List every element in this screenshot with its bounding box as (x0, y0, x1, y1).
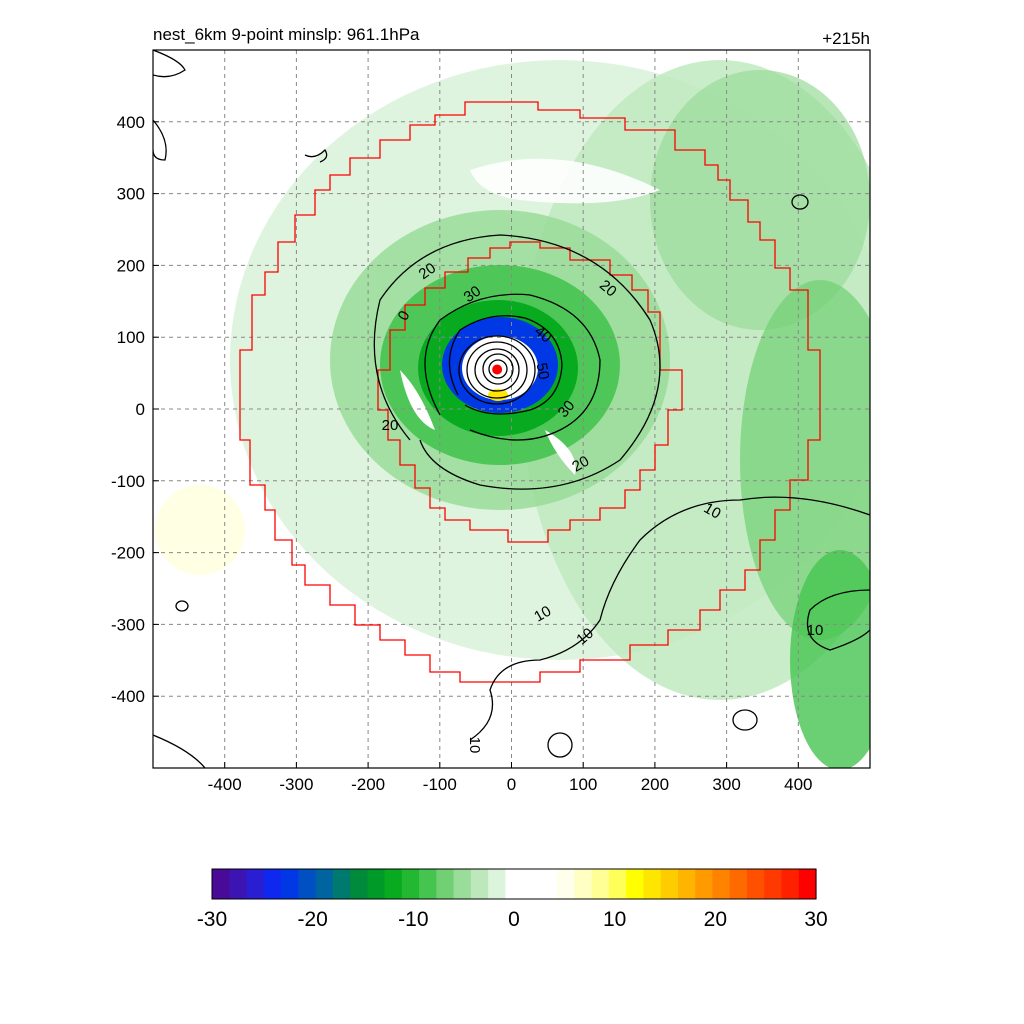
contour-label: 20 (416, 260, 439, 283)
y-tick-label: -400 (111, 687, 145, 706)
y-tick-label: -100 (111, 472, 145, 491)
x-tick-label: -300 (279, 775, 313, 794)
colorbar-cell (798, 869, 817, 899)
colorbar-cell (522, 869, 541, 899)
colorbar-cell (332, 869, 351, 899)
x-tick-label: 0 (507, 775, 516, 794)
colorbar-cell (764, 869, 783, 899)
colorbar-tick-label: 10 (603, 908, 626, 931)
contour-lines (153, 50, 870, 768)
lead-time-label: +215h (822, 29, 870, 48)
colorbar-tick-label: 30 (804, 908, 827, 931)
colorbar-cell (574, 869, 593, 899)
colorbar-tick-label: -20 (297, 908, 327, 931)
x-tick-label: -200 (351, 775, 385, 794)
shaded-field (153, 50, 870, 768)
colorbar-cell (695, 869, 714, 899)
colorbar-cell (539, 869, 558, 899)
colorbar-cell (781, 869, 800, 899)
colorbar-tick-label: 0 (508, 908, 520, 931)
red-outline (239, 101, 821, 683)
x-tick-label: 400 (784, 775, 812, 794)
x-tick-label: 200 (641, 775, 669, 794)
colorbar-cell (298, 869, 317, 899)
colorbar-cell (212, 869, 230, 899)
y-tick-label: 300 (117, 185, 145, 204)
colorbar-cell (470, 869, 489, 899)
contour-label: 50 (533, 362, 553, 381)
x-tick-label: 100 (569, 775, 597, 794)
y-tick-label: 0 (136, 400, 145, 419)
colorbar-cell (453, 869, 472, 899)
colorbar-cell (384, 869, 403, 899)
colorbar-cell (281, 869, 299, 899)
colorbar-cell (712, 869, 731, 899)
y-tick-label: 400 (117, 113, 145, 132)
colorbar-cell (729, 869, 748, 899)
contour-label: 20 (569, 453, 592, 476)
contour-label: 10 (701, 500, 724, 523)
contour-label: 10 (531, 603, 554, 626)
y-tick-label: -200 (111, 544, 145, 563)
colorbar-cell (557, 869, 575, 899)
colorbar-cell (436, 869, 455, 899)
x-tick-label: 300 (712, 775, 740, 794)
chart-title: nest_6km 9-point minslp: 961.1hPa (153, 25, 420, 44)
colorbar-cell (626, 869, 645, 899)
contour-label: 20 (382, 417, 399, 434)
colorbar-cell (401, 869, 420, 899)
colorbar-cell (643, 869, 662, 899)
storm-center-marker (492, 364, 503, 375)
colorbar-cell (608, 869, 627, 899)
y-tick-label: -300 (111, 615, 145, 634)
x-tick-label: -400 (208, 775, 242, 794)
contour-label: 30 (461, 283, 484, 306)
colorbar-cell (263, 869, 282, 899)
colorbar-tick-label: -10 (398, 908, 428, 931)
colorbar-ticks: -30 -20 -10 0 10 20 30 (197, 908, 828, 931)
colorbar-cell (315, 869, 334, 899)
x-tick-label: -100 (423, 775, 457, 794)
colorbar (211, 868, 817, 900)
y-tick-label: 200 (117, 256, 145, 275)
contour-label: 10 (807, 622, 824, 639)
colorbar-cell (229, 869, 248, 899)
colorbar-frame (211, 868, 817, 900)
x-axis: -400 -300 -200 -100 0 100 200 300 400 (208, 762, 812, 794)
y-axis: 400 300 200 100 0 -100 -200 -300 -400 (111, 113, 159, 706)
colorbar-cell (488, 869, 506, 899)
colorbar-cell (677, 869, 696, 899)
colorbar-cell (367, 869, 386, 899)
colorbar-tick-label: 20 (704, 908, 727, 931)
colorbar-cell (591, 869, 610, 899)
colorbar-cell (246, 869, 265, 899)
y-tick-label: 100 (117, 328, 145, 347)
colorbar-tick-label: -30 (197, 908, 227, 931)
colorbar-cell (505, 869, 524, 899)
colorbar-cell (660, 869, 679, 899)
colorbar-cell (419, 869, 437, 899)
colorbar-cell (350, 869, 368, 899)
contour-label: 10 (466, 737, 483, 754)
colorbar-cell (746, 869, 765, 899)
